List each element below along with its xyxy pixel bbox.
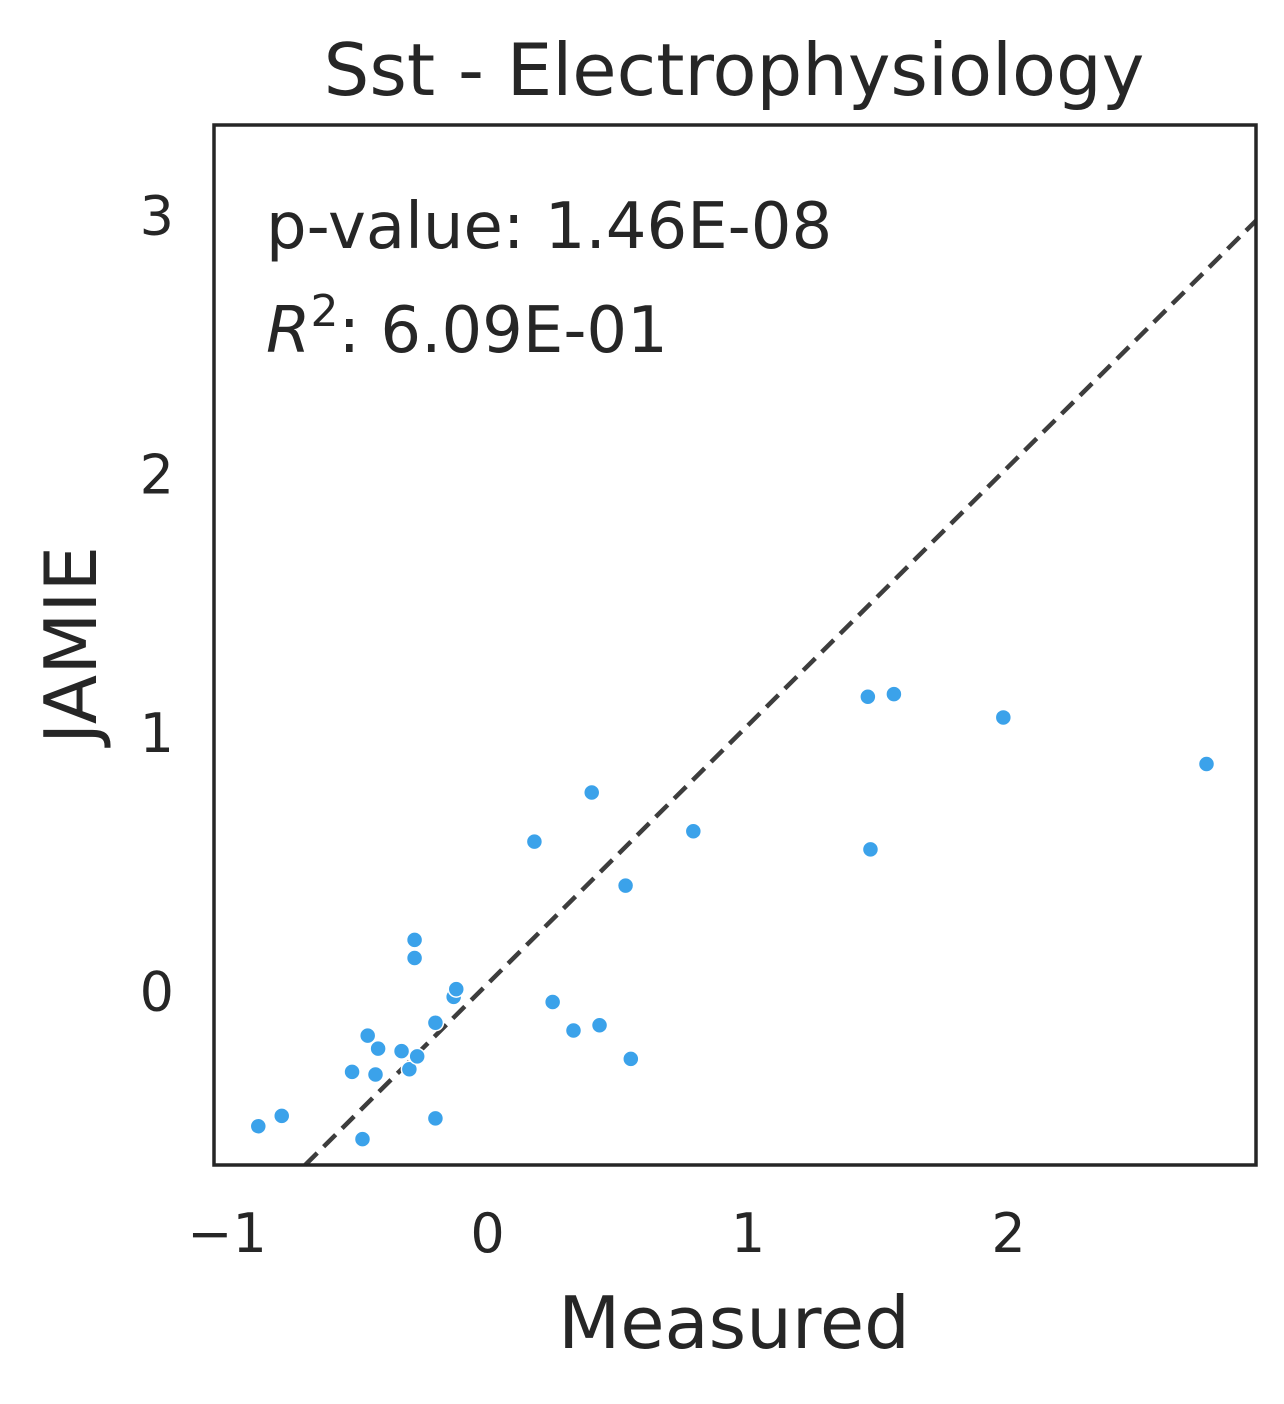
data-point: [249, 1117, 268, 1135]
r-squared-annotation: R2: 6.09E-01: [266, 286, 668, 368]
plot-frame: [212, 123, 1258, 1167]
data-point: [622, 1050, 640, 1068]
x-tick-label: 2: [991, 1202, 1025, 1265]
data-point: [405, 931, 424, 949]
data-point: [564, 1021, 583, 1040]
y-axis-ticks: 0 1 2 3: [140, 185, 174, 1024]
y-tick-label: 0: [140, 961, 174, 1024]
data-point: [408, 1047, 426, 1066]
fit-line: [303, 219, 1258, 1167]
y-tick-label: 2: [140, 443, 174, 506]
y-tick-label: 3: [140, 185, 174, 248]
r-squared-value: : 6.09E-01: [338, 294, 667, 368]
data-point: [400, 1060, 419, 1079]
data-point: [358, 1026, 377, 1045]
data-point: [616, 876, 635, 895]
x-tick-label: 0: [470, 1202, 504, 1265]
data-point: [366, 1065, 385, 1084]
r-squared-exponent: 2: [310, 286, 338, 337]
data-point: [405, 949, 424, 967]
data-point: [859, 687, 877, 706]
x-axis-label: Measured: [558, 1281, 910, 1365]
y-tick-label: 1: [140, 702, 174, 765]
r-squared-symbol: R: [266, 294, 310, 368]
x-axis-ticks: −1 0 1 2: [187, 1202, 1025, 1265]
data-point: [885, 685, 903, 703]
data-point: [353, 1130, 372, 1148]
data-point: [525, 832, 544, 851]
data-point: [343, 1063, 361, 1081]
data-point: [447, 980, 466, 998]
pvalue-annotation: p-value: 1.46E-08: [266, 190, 832, 264]
data-point: [590, 1016, 609, 1035]
x-tick-label: −1: [187, 1202, 267, 1265]
data-point: [861, 840, 880, 859]
data-point: [1197, 755, 1216, 773]
data-point: [684, 822, 703, 841]
data-point: [392, 1042, 411, 1060]
data-point: [543, 993, 562, 1011]
data-point: [272, 1107, 291, 1125]
chart-title: Sst - Electrophysiology: [324, 28, 1145, 112]
data-point: [582, 783, 601, 802]
data-point: [426, 1013, 445, 1032]
data-point: [426, 1109, 445, 1128]
data-point: [994, 708, 1013, 727]
y-axis-label: JAMIE: [29, 546, 113, 748]
data-point: [369, 1039, 387, 1058]
x-tick-label: 1: [731, 1202, 765, 1265]
plot-area: [249, 219, 1258, 1167]
